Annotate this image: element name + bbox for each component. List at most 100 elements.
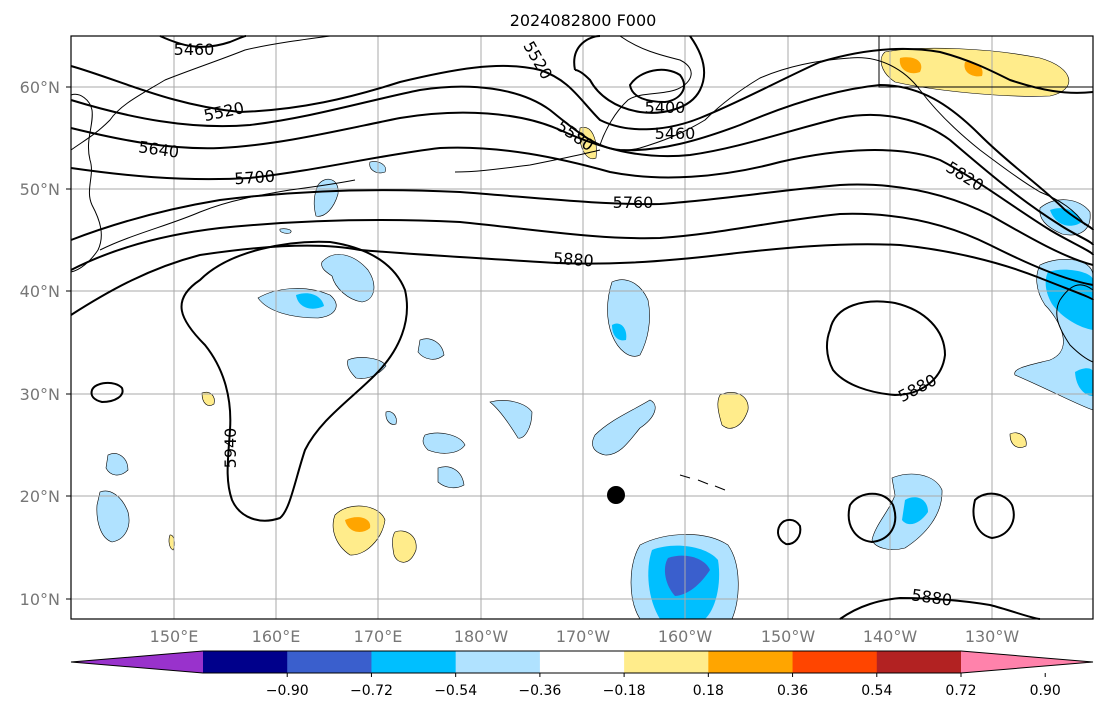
tick-marks bbox=[66, 86, 71, 600]
lat-label: 30°N bbox=[20, 385, 60, 404]
lat-label: 40°N bbox=[20, 282, 60, 301]
negative-area-far-west bbox=[96, 490, 130, 543]
lon-label: 160°E bbox=[252, 627, 301, 646]
negative-area-west-pacific-core bbox=[296, 293, 324, 309]
colorbar-tick-label: −0.54 bbox=[434, 683, 477, 699]
lat-label: 10°N bbox=[20, 590, 60, 609]
colorbar-tick-label: −0.72 bbox=[350, 683, 393, 699]
negative-area-central3 bbox=[489, 400, 533, 439]
colorbar-extend-min bbox=[71, 651, 203, 673]
lon-label: 170°W bbox=[556, 627, 611, 646]
negative-area-wp2 bbox=[321, 254, 375, 303]
colorbar-tick-label: 0.36 bbox=[777, 683, 808, 699]
colorbar-outline bbox=[70, 650, 1094, 674]
colorbar-segment bbox=[371, 651, 457, 673]
colorbar-tick-label: 0.72 bbox=[945, 683, 976, 699]
negative-area-far-west2 bbox=[105, 453, 129, 476]
lat-label: 20°N bbox=[20, 487, 60, 506]
colorbar-tick-label: −0.90 bbox=[266, 683, 309, 699]
colorbar-segment bbox=[708, 651, 794, 673]
contour-label: 5460 bbox=[174, 40, 215, 59]
negative-area-central-core bbox=[612, 323, 627, 341]
contour-closed-small bbox=[777, 518, 802, 546]
colorbar-tick-label: 0.90 bbox=[1030, 683, 1061, 699]
colorbar-segment bbox=[287, 651, 372, 673]
colorbar-segment bbox=[455, 651, 541, 673]
contour-5640 bbox=[70, 111, 1094, 246]
contour-5520 bbox=[70, 47, 1094, 131]
lon-label: 150°E bbox=[150, 627, 199, 646]
lon-label: 170°E bbox=[354, 627, 403, 646]
negative-area-tropical-core2 bbox=[664, 555, 710, 596]
contour-5460-low bbox=[628, 68, 685, 104]
lon-label: 130°W bbox=[965, 627, 1020, 646]
contour-label: 5940 bbox=[221, 428, 240, 469]
contour-closed-se2 bbox=[972, 492, 1015, 540]
contour-label: 5760 bbox=[613, 193, 654, 212]
lon-label: 180°W bbox=[454, 627, 509, 646]
lon-label: 150°W bbox=[761, 627, 816, 646]
contour-5460-nw bbox=[159, 35, 247, 48]
colorbar-tick-label: 0.54 bbox=[861, 683, 892, 699]
map-frame bbox=[70, 35, 1094, 620]
latitude-labels: 60°N 50°N 40°N 30°N 20°N 10°N bbox=[20, 78, 60, 609]
contour-label: 5460 bbox=[655, 124, 696, 143]
contour-closed-west bbox=[90, 382, 124, 404]
positive-area-subtropic3 bbox=[392, 530, 417, 563]
coast-kamchatka bbox=[70, 35, 331, 151]
coast-hawaii bbox=[679, 474, 726, 491]
colorbar-segment bbox=[624, 651, 709, 673]
contour-5880-east bbox=[826, 300, 947, 397]
positive-area-small3 bbox=[168, 534, 175, 551]
contour-closed-hawaii bbox=[607, 486, 625, 504]
negative-area-central5 bbox=[437, 466, 465, 489]
contour-5880-south bbox=[839, 596, 1041, 620]
colorbar-segment bbox=[539, 651, 625, 673]
negative-area-central6 bbox=[417, 338, 445, 360]
lat-label: 50°N bbox=[20, 180, 60, 199]
coast-alaska-west bbox=[599, 35, 1086, 226]
colorbar-segment bbox=[792, 651, 878, 673]
contour-closed-se1 bbox=[847, 492, 897, 544]
negative-area-central4 bbox=[422, 432, 466, 454]
contour-5940 bbox=[180, 240, 408, 522]
contour-label: 5700 bbox=[234, 167, 276, 189]
coast-aleutians bbox=[454, 149, 601, 173]
positive-area-subtropic2-core bbox=[345, 517, 371, 532]
coast-asia-east bbox=[70, 93, 102, 273]
negative-area-west-pacific bbox=[257, 288, 337, 319]
contour-label: 5880 bbox=[552, 249, 594, 271]
contour-5760 bbox=[70, 183, 1094, 266]
negative-area-wp3 bbox=[313, 178, 339, 217]
lat-label: 60°N bbox=[20, 78, 60, 97]
positive-area-alaska-core bbox=[899, 57, 922, 74]
gridlines bbox=[71, 36, 1093, 619]
contour-5580 bbox=[70, 83, 1094, 231]
negative-area-small-b bbox=[385, 411, 397, 425]
height-contours bbox=[70, 35, 1094, 620]
colorbar-tick-label: −0.36 bbox=[518, 683, 561, 699]
map-title: 2024082800 F000 bbox=[510, 11, 657, 30]
lon-label: 140°W bbox=[863, 627, 918, 646]
colorbar-tick-label: 0.18 bbox=[693, 683, 724, 699]
coastlines bbox=[70, 35, 1094, 491]
colorbar-extend-max bbox=[961, 651, 1093, 673]
colorbar-segment bbox=[203, 651, 288, 673]
lon-label: 160°W bbox=[658, 627, 713, 646]
positive-area-small2 bbox=[1009, 432, 1027, 448]
contour-5700 bbox=[70, 146, 1094, 256]
contour-label: 5400 bbox=[645, 98, 686, 117]
map-panel: 5460 5520 5640 5700 5520 5580 5400 5460 … bbox=[66, 35, 1094, 620]
coast-na-west bbox=[1056, 284, 1094, 363]
contour-5820 bbox=[70, 212, 1094, 286]
positive-area-small1 bbox=[201, 391, 215, 406]
coast-kuril bbox=[99, 179, 356, 251]
negative-area-se-core bbox=[902, 497, 928, 525]
colorbar-segment bbox=[876, 651, 962, 673]
negative-area-central2 bbox=[592, 399, 656, 456]
longitude-labels: 150°E 160°E 170°E 180°W 170°W 160°W 150°… bbox=[150, 627, 1020, 646]
negative-area-east-coast-core2 bbox=[1075, 368, 1093, 396]
colorbar: −0.90 −0.72 −0.54 −0.36 −0.18 0.18 0.36 0.54 0.7… bbox=[70, 650, 1094, 699]
colorbar-tick-label: −0.18 bbox=[603, 683, 646, 699]
